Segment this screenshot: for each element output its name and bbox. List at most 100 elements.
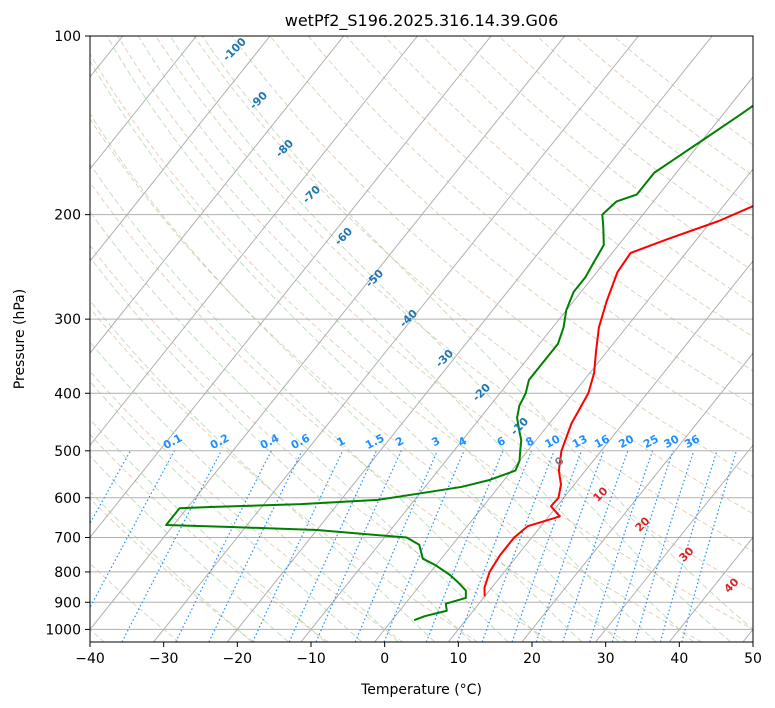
moist-adiabat-line	[90, 163, 546, 642]
dry-adiabats	[90, 36, 753, 642]
moist-adiabat-line	[90, 490, 253, 642]
dry-adiabat-line	[231, 36, 753, 478]
y-tick-label: 900	[54, 595, 81, 611]
series-layer	[165, 104, 753, 622]
dry-adiabat-line	[117, 36, 753, 591]
y-tick-label: 100	[54, 29, 81, 45]
mixing-ratio-label: 3	[429, 434, 442, 449]
y-tick-label: 800	[54, 565, 81, 581]
dry-adiabat-line	[155, 36, 753, 552]
dry-adiabat-label: -50	[363, 267, 386, 290]
x-axis-title: Temperature (°C)	[360, 682, 482, 698]
moist-adiabat-line	[90, 380, 363, 642]
y-tick-label: 300	[54, 312, 81, 328]
mixing-ratio-label: 36	[682, 432, 702, 451]
isotherm-line	[742, 628, 753, 642]
mixing-ratio-label: 30	[662, 432, 682, 451]
y-tick-label: 600	[54, 491, 81, 507]
mixing-ratio-line	[354, 450, 438, 642]
mixing-ratio-label: 20	[616, 432, 636, 451]
x-tick-label: 10	[449, 651, 467, 667]
moist-adiabat-line	[90, 341, 399, 642]
dry-adiabat-line	[460, 36, 753, 272]
dry-adiabat-line	[269, 36, 753, 442]
dry-adiabat-line	[574, 36, 753, 177]
y-tick-label: 700	[54, 531, 81, 547]
moist-adiabat-label: 40	[722, 575, 742, 595]
mixing-ratio-label: 1.5	[363, 431, 386, 452]
mixing-ratio-label: 4	[456, 434, 469, 449]
dry-adiabat-label: -20	[470, 381, 493, 404]
mixing-ratio-label: 10	[543, 432, 563, 451]
dry-adiabat-line	[90, 370, 404, 642]
y-axis: 1000 900 800 700 600 500 400 300 200 100	[45, 29, 90, 638]
dry-adiabat-line	[422, 36, 753, 305]
isotherm-line	[521, 352, 753, 642]
mixing-ratio-line	[611, 450, 674, 642]
moist-adiabat-line	[137, 36, 694, 642]
y-tick-label: 400	[54, 386, 81, 402]
mixing-ratio-label: 13	[570, 432, 590, 451]
isotherm-line	[90, 36, 566, 631]
mixing-ratio-label: 0.1	[161, 431, 184, 452]
dry-adiabat-label: -100	[220, 35, 249, 64]
mixing-ratio-line	[589, 450, 654, 642]
mixing-ratio-label: 0.4	[258, 431, 282, 452]
moist-adiabat-line	[201, 36, 753, 631]
dry-adiabat-line	[90, 433, 329, 642]
mixing-ratio-line	[511, 450, 583, 642]
mixing-ratio-line	[208, 450, 303, 642]
plot-area	[90, 36, 753, 642]
moist-adiabat-line	[90, 256, 472, 642]
isotherm-line	[447, 260, 753, 642]
isotherm-line	[90, 36, 492, 539]
moist-adiabats	[90, 36, 753, 642]
dry-adiabat-line	[90, 307, 478, 642]
isotherm-line	[595, 444, 753, 642]
isotherm-line	[153, 36, 639, 642]
mixing-ratio-line	[90, 450, 175, 609]
dry-adiabat-label: -60	[332, 225, 355, 248]
dry-adiabat-line	[90, 181, 628, 642]
mixing-ratio-label: 1	[335, 434, 348, 449]
plot-frame	[89, 35, 754, 643]
x-tick-label: −30	[149, 651, 179, 667]
dry-adiabat-line	[536, 36, 753, 208]
dry-adiabat-label: -90	[247, 89, 270, 112]
moist-adiabat-line	[169, 36, 732, 642]
y-tick-label: 1000	[45, 622, 81, 638]
isotherm-line	[668, 536, 753, 642]
isotherm-line	[226, 36, 713, 642]
dry-adiabat-line	[307, 36, 753, 407]
x-tick-label: 40	[670, 651, 688, 667]
mixing-ratio-line	[288, 450, 378, 642]
dry-adiabat-line	[90, 497, 254, 642]
mixing-ratio-label: 25	[641, 432, 661, 451]
mixing-ratio-label: 2	[393, 434, 406, 449]
mixing-ratio-line	[634, 450, 695, 642]
x-tick-label: 30	[597, 651, 615, 667]
x-tick-label: −40	[75, 651, 105, 667]
dry-adiabat-line	[384, 36, 753, 338]
x-tick-label: −20	[223, 651, 253, 667]
mixing-ratio-line	[383, 450, 465, 642]
moist-adiabat-line	[90, 112, 583, 642]
mixing-ratio-label: 16	[592, 432, 612, 451]
dry-adiabat-label: -40	[397, 307, 420, 330]
mixing-ratio-line	[562, 450, 629, 642]
moist-adiabat-line	[90, 299, 436, 642]
x-tick-label: 0	[380, 651, 389, 667]
isotherm-line	[300, 76, 753, 642]
isotherm-line	[90, 36, 271, 262]
y-tick-label: 500	[54, 444, 81, 460]
y-axis-title: Pressure (hPa)	[12, 289, 28, 389]
dry-adiabat-line	[90, 53, 753, 630]
dry-adiabat-label: -70	[300, 183, 323, 206]
mixing-ratio-line	[252, 450, 344, 642]
mixing-ratio-line	[425, 450, 504, 642]
x-tick-label: −10	[296, 651, 326, 667]
x-tick-label: 20	[523, 651, 541, 667]
chart-title: wetPf2_S196.2025.316.14.39.G06	[285, 11, 559, 31]
dry-adiabat-line	[90, 562, 180, 642]
